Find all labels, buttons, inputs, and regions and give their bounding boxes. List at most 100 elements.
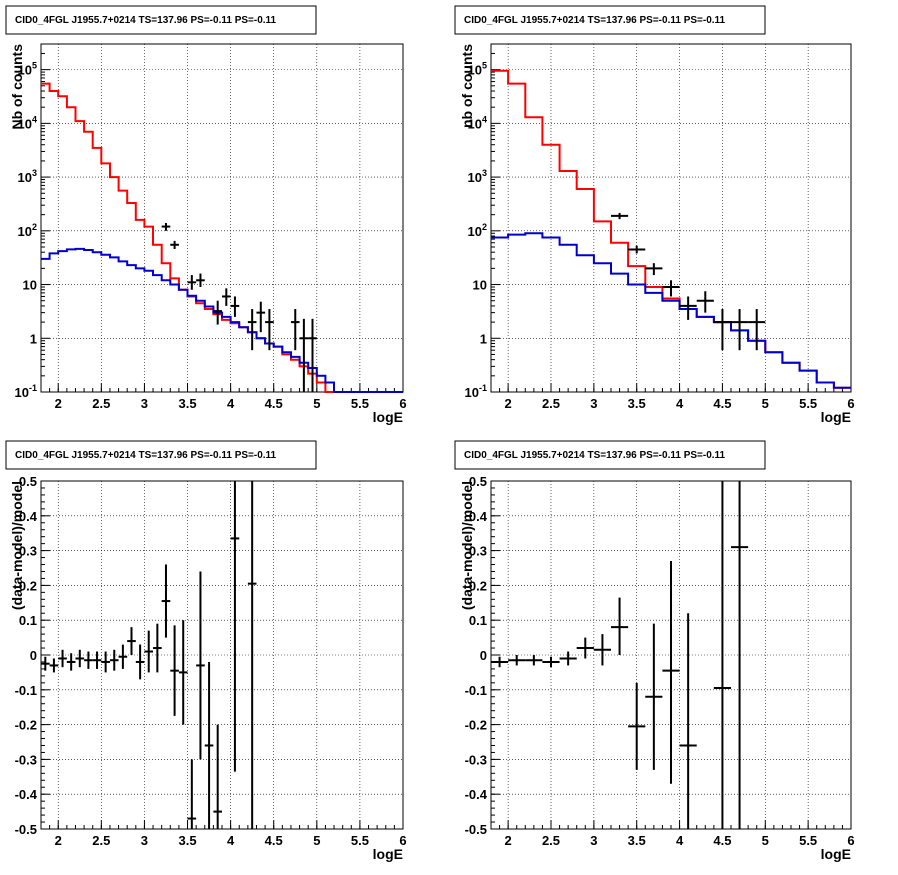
y-axis-title: (data-model)/model <box>459 481 475 610</box>
data-point <box>58 649 67 668</box>
title-box <box>454 440 766 470</box>
data-point <box>153 623 162 673</box>
y-tick-label: -0.5 <box>15 822 37 837</box>
x-tick-label: 5.5 <box>799 833 817 848</box>
y-axis-title: (data-model)/model <box>9 481 25 610</box>
x-tick-label: 2 <box>505 833 512 848</box>
x-tick-label: 3 <box>141 396 148 411</box>
x-tick-label: 3.5 <box>178 833 196 848</box>
data-point <box>204 661 214 829</box>
data-point <box>187 759 197 829</box>
x-tick-label: 5 <box>762 396 769 411</box>
data-point <box>731 481 749 829</box>
x-tick-label: 2 <box>55 833 62 848</box>
x-tick-label: 2.5 <box>542 833 560 848</box>
x-tick-label: 5.5 <box>351 833 369 848</box>
data-point <box>144 630 154 673</box>
y-tick-label: 0.1 <box>19 613 37 628</box>
data-point <box>308 318 317 392</box>
data-point <box>135 644 145 680</box>
data-point <box>256 301 266 333</box>
y-tick-label: 0.3 <box>469 544 487 559</box>
data-point <box>170 240 179 249</box>
y-tick-label: 0.4 <box>19 509 38 524</box>
data-point <box>196 571 205 760</box>
data-point <box>508 655 526 666</box>
title-box <box>454 5 766 35</box>
x-axis-title: logE <box>821 409 851 425</box>
x-tick-label: 4 <box>227 833 235 848</box>
y-tick-label: -0.3 <box>465 752 487 767</box>
x-tick-label: 5 <box>313 833 320 848</box>
data-point <box>75 649 85 668</box>
data-point <box>127 627 136 655</box>
data-point <box>66 653 76 671</box>
data-point <box>542 656 560 668</box>
y-tick-label: 103 <box>468 168 487 185</box>
y-tick-label: -0.4 <box>465 787 488 802</box>
y-tick-label: 105 <box>18 61 37 78</box>
data-point <box>491 656 509 668</box>
data-point <box>49 658 59 673</box>
x-axis-title: logE <box>373 409 403 425</box>
x-tick-label: 3 <box>141 833 148 848</box>
y-tick-label: 0 <box>480 648 487 663</box>
x-tick-label: 3 <box>590 833 597 848</box>
data-point <box>628 245 646 254</box>
data-point <box>265 309 274 351</box>
data-point <box>576 637 594 659</box>
y-tick-label: 104 <box>18 114 37 131</box>
data-point <box>645 263 663 276</box>
y-tick-label: 0 <box>30 648 37 663</box>
y-tick-label: 0.5 <box>469 474 487 489</box>
data-point <box>213 300 222 325</box>
y-tick-label: -0.5 <box>465 822 487 837</box>
y-tick-label: 0.1 <box>469 613 487 628</box>
x-tick-label: 6 <box>847 396 854 411</box>
y-tick-label: 1 <box>480 331 487 346</box>
x-tick-label: 4.5 <box>713 833 731 848</box>
x-axis-title: logE <box>373 846 403 862</box>
y-tick-label: 1 <box>30 331 37 346</box>
data-point <box>222 288 231 306</box>
data-point <box>161 564 171 638</box>
data-point <box>230 296 240 317</box>
x-tick-label: 3.5 <box>178 396 196 411</box>
series-1-step-line <box>41 247 403 393</box>
y-tick-label: 0.3 <box>19 544 37 559</box>
x-tick-label: 2.5 <box>542 396 560 411</box>
data-point <box>713 309 731 351</box>
y-tick-label: 10-1 <box>15 383 37 400</box>
data-point <box>611 597 629 655</box>
data-point <box>559 651 577 666</box>
data-point <box>299 318 309 392</box>
data-point <box>713 481 731 829</box>
x-tick-label: 3.5 <box>628 396 646 411</box>
chart-title: CID0_4FGL J1955.7+0214 TS=137.96 PS=-0.1… <box>15 450 277 461</box>
data-point <box>679 613 697 829</box>
data-point <box>92 651 102 669</box>
y-tick-label: -0.1 <box>15 683 37 698</box>
y-tick-label: 10-1 <box>465 383 487 400</box>
x-axis-title: logE <box>821 846 851 862</box>
chart-title: CID0_4FGL J1955.7+0214 TS=137.96 PS=-0.1… <box>464 15 726 26</box>
data-point <box>84 651 93 669</box>
y-tick-label: 0.2 <box>469 578 487 593</box>
x-tick-label: 2 <box>55 396 62 411</box>
data-point <box>662 561 680 784</box>
title-box <box>5 5 317 35</box>
y-tick-label: 104 <box>468 114 487 131</box>
y-tick-label: 102 <box>18 222 37 239</box>
y-tick-label: 103 <box>18 168 37 185</box>
data-point <box>118 644 128 669</box>
data-point <box>645 623 663 770</box>
data-point <box>290 309 300 351</box>
data-point <box>679 296 697 320</box>
data-point <box>170 625 179 716</box>
y-tick-label: -0.3 <box>15 752 37 767</box>
data-point <box>109 649 119 671</box>
data-point <box>525 655 543 666</box>
